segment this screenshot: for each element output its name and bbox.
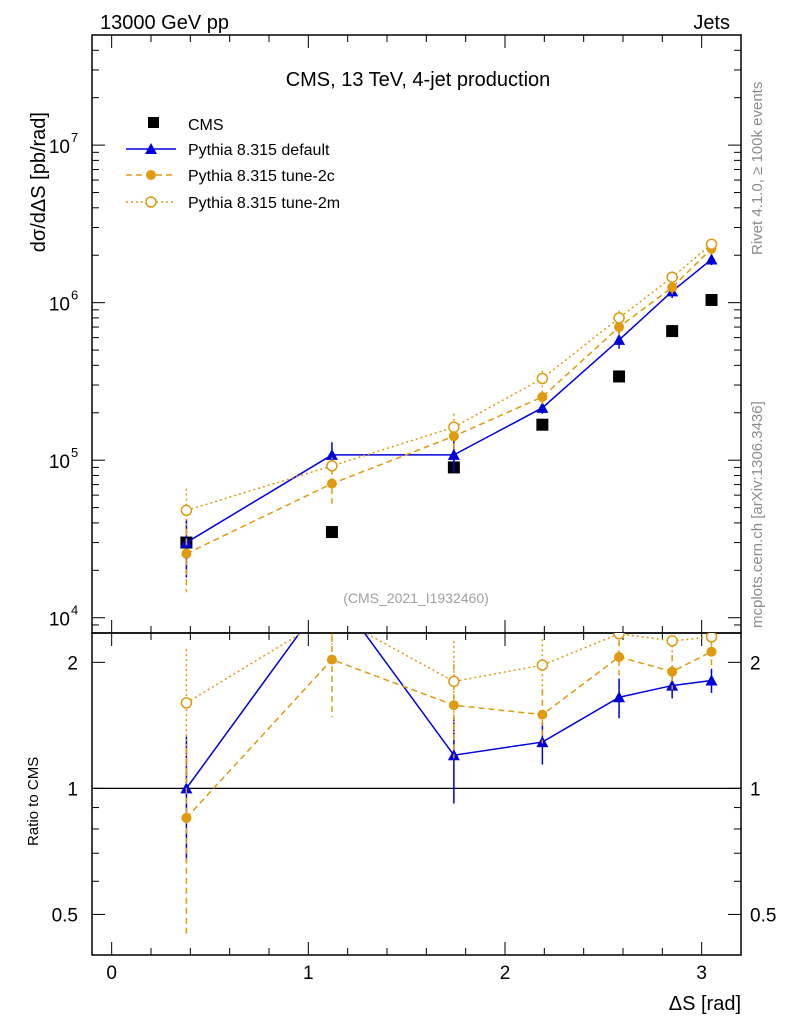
analysis-tag: (CMS_2021_I1932460) xyxy=(343,590,489,606)
y-tick-label: 10 xyxy=(49,295,70,316)
tune2c-ratio-point xyxy=(326,654,337,665)
legend-label-tune2m: Pythia 8.315 tune-2m xyxy=(188,195,340,212)
tune2m-point xyxy=(666,271,678,283)
ratio-tick-label-left: 1 xyxy=(67,779,78,800)
tune2m-ratio-point xyxy=(448,675,460,688)
default-ratio-point xyxy=(705,674,718,686)
tune2m-ratio-point xyxy=(536,659,549,671)
legend-marker-tune2c xyxy=(146,170,156,180)
tune2c-ratio-line xyxy=(185,651,712,819)
tune2c-ratio-point xyxy=(537,709,548,720)
tune2m-point xyxy=(448,421,460,433)
y-tick-exponent: 4 xyxy=(71,603,78,618)
default-point xyxy=(705,253,718,265)
header-right: Jets xyxy=(693,12,730,34)
tune2m-ratio-point xyxy=(180,697,193,709)
tune2c-line xyxy=(186,248,713,555)
legend-label-default: Pythia 8.315 default xyxy=(188,142,330,159)
tune2m-point xyxy=(536,372,549,385)
legend: CMS Pythia 8.315 default Pythia 8.315 tu… xyxy=(126,117,340,212)
default-ratio-point xyxy=(613,691,626,703)
ratio-series xyxy=(180,633,718,934)
tune2m-ratio-point xyxy=(613,633,625,640)
tune2c-ratio-point xyxy=(667,666,678,677)
cms-data-point xyxy=(613,370,626,383)
main-series xyxy=(180,238,718,593)
tune2m-point xyxy=(613,312,625,324)
default-line xyxy=(186,258,712,544)
legend-label-cms: CMS xyxy=(188,117,224,134)
y-tick-exponent: 7 xyxy=(71,130,78,145)
chart-title: CMS, 13 TeV, 4-jet production xyxy=(286,69,551,91)
tune2c-ratio-point xyxy=(448,700,459,711)
ratio-tick-label-left: 2 xyxy=(67,653,78,674)
tune2c-ratio-group xyxy=(181,633,717,934)
default-point xyxy=(447,448,460,460)
rivet-label: Rivet 4.1.0, ≥ 100k events xyxy=(749,82,766,255)
default-point xyxy=(325,448,338,460)
tune2m-point xyxy=(326,460,338,472)
mcplots-label: mcplots.cern.ch [arXiv:1306.3436] xyxy=(749,401,766,628)
tune2c-point xyxy=(448,431,459,442)
legend-marker-cms xyxy=(148,117,159,128)
cms-data-point xyxy=(325,526,338,539)
x-axis-label: ΔS [rad] xyxy=(669,993,741,1015)
tune2m-ratio-point xyxy=(666,635,678,647)
tune2m-point xyxy=(705,238,718,250)
tune2m-ratio-point xyxy=(705,633,718,643)
tune2m-point xyxy=(180,504,193,517)
x-tick-labels: 0 1 2 3 xyxy=(106,963,707,984)
tune2c-point xyxy=(614,322,625,333)
ratio-tick-label-right: 1 xyxy=(750,779,761,800)
y-tick-exponent: 6 xyxy=(71,288,78,303)
default-point xyxy=(613,333,626,345)
x-tick-label: 3 xyxy=(696,963,707,984)
ratio-y-axis-label: Ratio to CMS xyxy=(25,757,42,846)
tune2c-point xyxy=(326,478,337,489)
tune2m-ratio-group xyxy=(180,633,718,780)
cms-data-point xyxy=(666,325,679,338)
tune2c-ratio-point xyxy=(706,646,717,657)
cms-data-point xyxy=(705,293,718,306)
y-tick-label: 10 xyxy=(49,137,70,158)
cms-data-point xyxy=(536,418,549,431)
x-tick-label: 2 xyxy=(500,963,511,984)
default-ratio-point xyxy=(666,679,679,691)
tune2c-point xyxy=(667,282,678,293)
legend-marker-default xyxy=(145,143,157,154)
ratio-tick-label-left: 0.5 xyxy=(52,905,78,926)
tune2c-point xyxy=(181,548,192,559)
ratio-tick-label-right: 0.5 xyxy=(750,905,776,926)
ratio-tick-label-right: 2 xyxy=(750,653,761,674)
legend-label-tune2c: Pythia 8.315 tune-2c xyxy=(188,168,335,185)
default-point xyxy=(536,401,549,413)
x-tick-label: 1 xyxy=(303,963,314,984)
x-tick-label: 0 xyxy=(106,963,117,984)
y-tick-label: 10 xyxy=(49,610,70,631)
tune2c-ratio-point xyxy=(181,812,192,823)
y-tick-exponent: 5 xyxy=(71,445,78,460)
tune2c-point xyxy=(537,391,548,402)
ratio-tick-labels: 0.5 0.5 1 1 2 2 xyxy=(52,653,777,926)
tune2m-ratio-line xyxy=(186,633,712,704)
y-tick-label: 10 xyxy=(49,452,70,473)
tune2c-ratio-point xyxy=(614,651,625,662)
ratio-plot-frame xyxy=(91,632,742,956)
legend-marker-tune2m xyxy=(145,196,157,208)
y-axis-label: dσ/dΔS [pb/rad] xyxy=(28,112,50,252)
header-left: 13000 GeV pp xyxy=(100,12,229,34)
